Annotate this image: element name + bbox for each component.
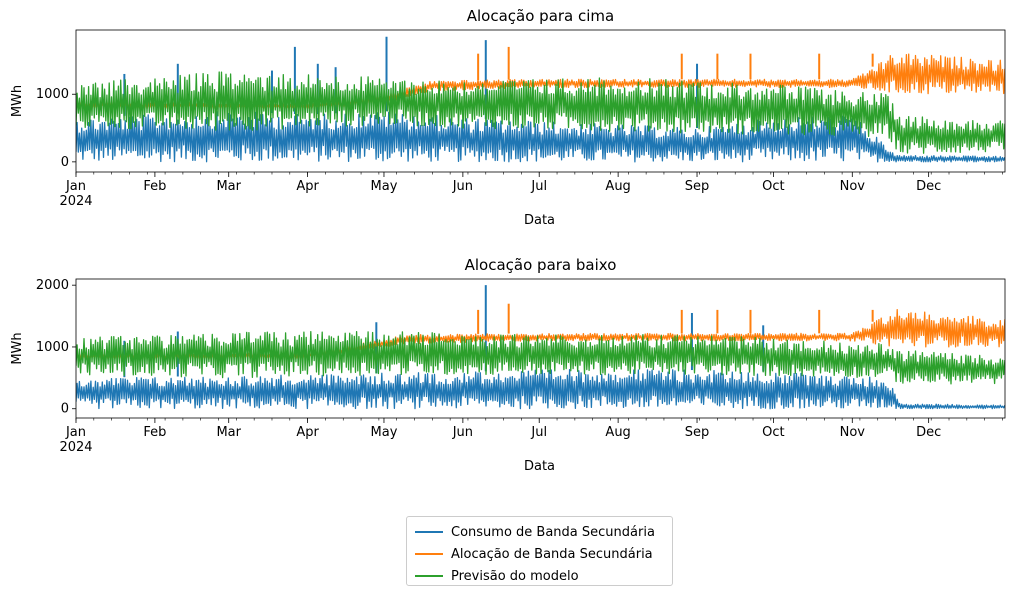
y-axis-label: MWh	[10, 85, 25, 117]
legend-label: Previsão do modelo	[451, 568, 579, 584]
y-axis-label: MWh	[10, 332, 25, 364]
series-line	[76, 330, 1005, 385]
plot-frame	[75, 29, 1006, 173]
legend-item: Alocação de Banda Secundária	[415, 543, 672, 565]
x-tick-label: Jan	[65, 179, 86, 194]
x-tick-label: Oct	[762, 179, 784, 194]
legend-swatch-consumo	[415, 531, 443, 533]
chart-title: Alocação para cima	[467, 7, 615, 25]
x-tick-label: Aug	[605, 425, 630, 440]
legend-label: Consumo de Banda Secundária	[451, 524, 655, 540]
x-tick-label: Jun	[452, 425, 473, 440]
x-tick-label: Sep	[685, 179, 710, 194]
x-tick-label: May	[371, 425, 398, 440]
y-tick-label: 1000	[36, 87, 69, 102]
y-tick-label: 1000	[36, 340, 69, 355]
x-tick-label: Jul	[530, 179, 547, 194]
x-tick-label: Jun	[452, 179, 473, 194]
x-tick-label: Dec	[916, 425, 941, 440]
x-tick-sublabel: 2024	[59, 194, 92, 209]
x-tick-label: Feb	[143, 425, 166, 440]
x-tick-label: Jul	[530, 425, 547, 440]
y-tick-label: 0	[61, 402, 69, 417]
series-line	[76, 368, 1005, 410]
x-tick-label: Apr	[296, 179, 319, 194]
y-tick-label: 0	[61, 155, 69, 170]
x-axis-label: Data	[524, 459, 555, 474]
plot-area	[76, 285, 1005, 410]
legend-label: Alocação de Banda Secundária	[451, 546, 653, 562]
x-tick-label: Aug	[605, 179, 630, 194]
x-tick-label: Feb	[143, 179, 166, 194]
x-tick-label: May	[371, 179, 398, 194]
x-tick-sublabel: 2024	[59, 440, 92, 455]
x-axis-label: Data	[524, 213, 555, 228]
x-tick-label: Nov	[840, 425, 866, 440]
x-tick-label: Oct	[762, 425, 784, 440]
legend-swatch-previsao	[415, 575, 443, 577]
x-tick-label: Mar	[216, 179, 241, 194]
y-tick-label: 2000	[36, 278, 69, 293]
legend: Consumo de Banda Secundária Alocação de …	[406, 516, 673, 586]
chart-title: Alocação para baixo	[465, 256, 617, 274]
legend-swatch-alocacao	[415, 553, 443, 555]
x-tick-label: Dec	[916, 179, 941, 194]
plot-frame	[75, 278, 1006, 419]
legend-item: Consumo de Banda Secundária	[415, 521, 672, 543]
legend-item: Previsão do modelo	[415, 565, 672, 587]
series-line	[76, 111, 1005, 163]
x-tick-label: Sep	[685, 425, 710, 440]
x-tick-label: Nov	[840, 179, 866, 194]
x-tick-label: Jan	[65, 425, 86, 440]
x-tick-label: Apr	[296, 425, 319, 440]
x-tick-label: Mar	[216, 425, 241, 440]
plot-area	[76, 36, 1005, 163]
series-line	[76, 71, 1005, 154]
